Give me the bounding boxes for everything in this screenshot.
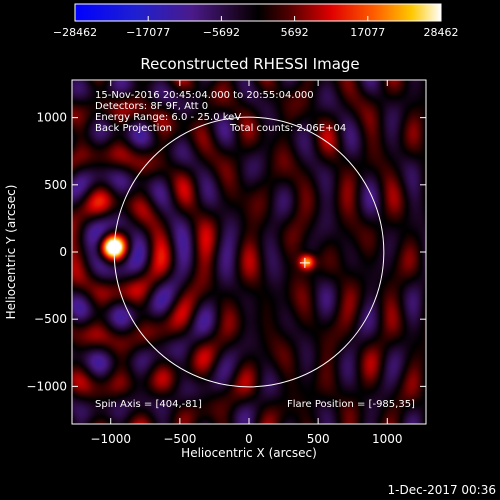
x-tick-label: −500 xyxy=(163,432,196,446)
y-axis-label: Heliocentric Y (arcsec) xyxy=(4,185,18,320)
annotation-detectors: Detectors: 8F 9F, Att 0 xyxy=(95,101,208,112)
colorbar-ticks: −28462 −17077 −5692 5692 17077 28462 xyxy=(53,16,459,39)
colorbar-tick-label: 5692 xyxy=(281,26,309,39)
y-tick-label: 0 xyxy=(59,245,67,259)
annotation-method: Back Projection xyxy=(95,123,172,134)
annotation-flare-position: Flare Position = [-985,35] xyxy=(287,399,415,410)
y-tick-label: −500 xyxy=(34,312,67,326)
annotation-energy-range: Energy Range: 6.0 - 25.0 keV xyxy=(95,112,241,123)
colorbar-gradient xyxy=(74,3,442,22)
annotation-spin-axis: Spin Axis = [404,-81] xyxy=(95,399,202,410)
y-tick-label: −1000 xyxy=(26,379,67,393)
x-tick-label: 1000 xyxy=(372,432,403,446)
colorbar-tick-label: −17077 xyxy=(126,26,170,39)
y-tick-label: 1000 xyxy=(36,111,67,125)
colorbar-tick-label: 17077 xyxy=(350,26,385,39)
colorbar-tick-label: −28462 xyxy=(53,26,97,39)
annotation-total-counts: Total counts: 2.06E+04 xyxy=(229,123,346,134)
heatmap-image xyxy=(72,80,426,424)
x-tick-label: 500 xyxy=(307,432,330,446)
colorbar-tick-label: 28462 xyxy=(424,26,459,39)
colorbar: −28462 −17077 −5692 5692 17077 28462 xyxy=(53,3,459,39)
y-tick-label: 500 xyxy=(44,178,67,192)
footer-timestamp: 1-Dec-2017 00:36 xyxy=(388,483,496,497)
x-tick-label: −1000 xyxy=(90,432,131,446)
solar-disk-limb xyxy=(113,116,385,388)
plot-area: −1000 −500 0 500 1000 −1000 −500 0 500 1000 15-No… xyxy=(26,79,427,446)
x-tick-label: 0 xyxy=(245,432,253,446)
colorbar-tick-label: −5692 xyxy=(203,26,240,39)
chart-title: Reconstructed RHESSI Image xyxy=(140,55,359,73)
annotation-time-range: 15-Nov-2016 20:45:04.000 to 20:55:04.000 xyxy=(95,90,314,101)
x-axis-label: Heliocentric X (arcsec) xyxy=(181,446,317,460)
axis-ticks: −1000 −500 0 500 1000 −1000 −500 0 500 1000 xyxy=(26,80,426,446)
spin-axis-marker xyxy=(299,257,310,268)
